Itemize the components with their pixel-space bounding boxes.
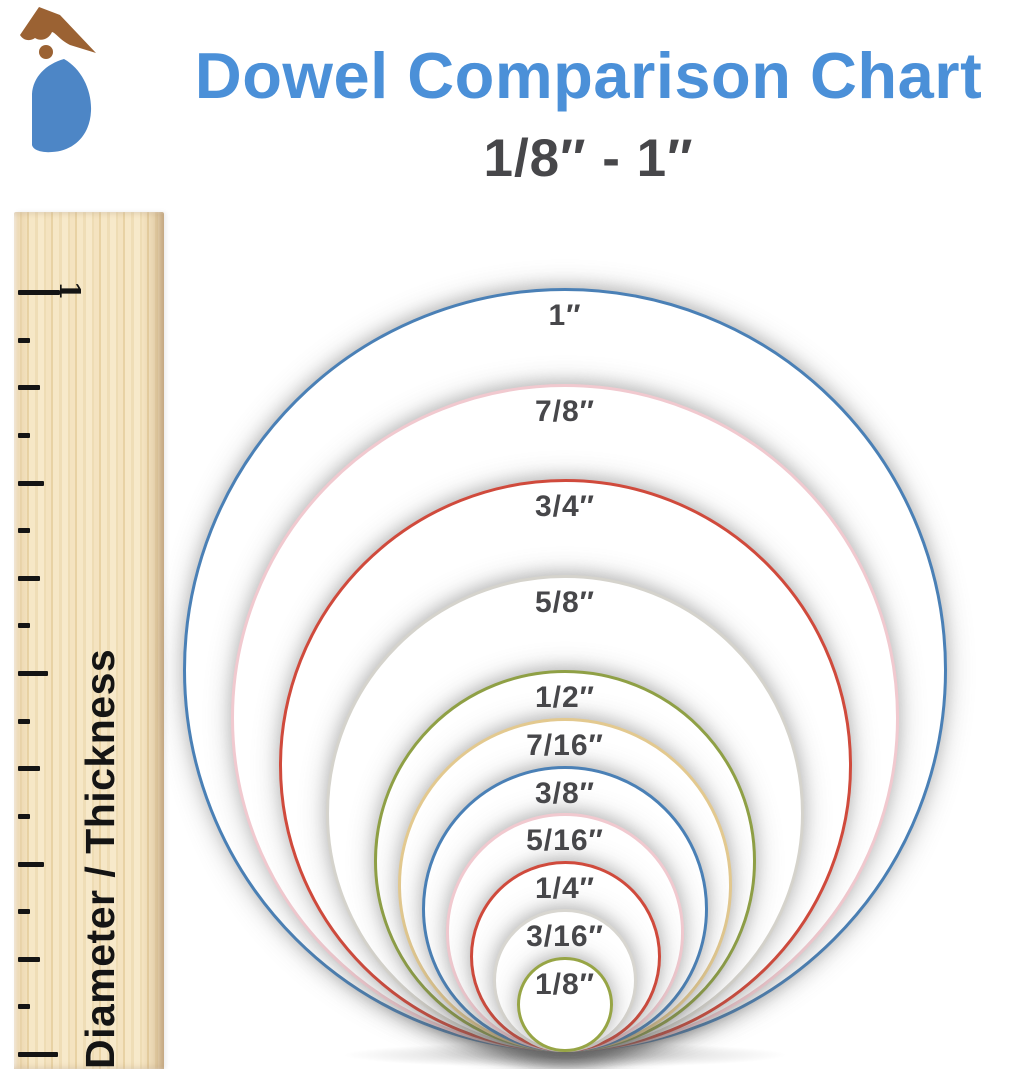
page-title: Dowel Comparison Chart: [194, 39, 983, 112]
dowel-size-label: 1/4″: [534, 872, 596, 905]
ruler-tick: [18, 480, 44, 486]
dowel-size-label: 5/8″: [534, 585, 596, 619]
ruler-tick: [18, 337, 30, 343]
ruler-tick: [18, 385, 40, 391]
ruler-tick: [18, 766, 40, 772]
ruler-inch-label: 1: [53, 280, 87, 301]
dowel-size-label: 1″: [548, 299, 582, 332]
ruler-tick: [18, 1052, 58, 1057]
logo-crest-shape: [20, 7, 96, 53]
ruler-tick: [18, 1004, 30, 1010]
ruler-tick: [18, 813, 30, 819]
ruler-tick: [18, 956, 40, 962]
logo-body-shape: [32, 59, 92, 153]
logo-eye-dot: [39, 45, 53, 59]
ruler-tick: [18, 909, 30, 915]
dowel-circle-10: [517, 956, 613, 1052]
dowel-size-label: 5/16″: [526, 824, 604, 858]
dowel-size-label: 7/16″: [526, 728, 604, 762]
ruler-tick: [18, 432, 30, 438]
woodpecker-logo-icon: [20, 7, 96, 153]
size-range-subtitle: 1/8″ - 1″: [483, 129, 694, 188]
diameter-thickness-axis-label: Diameter / Thickness: [77, 648, 123, 1069]
ruler-tick: [18, 290, 60, 295]
dowel-size-label: 1/2″: [534, 681, 596, 714]
ruler-tick: [18, 861, 44, 867]
ruler-tick: [18, 718, 30, 724]
ruler-tick: [18, 528, 30, 534]
dowel-size-label: 3/16″: [526, 919, 604, 953]
dowel-size-label: 3/4″: [534, 490, 596, 523]
dowel-size-label: 1/8″: [534, 967, 596, 1001]
wooden-ruler: 1 Diameter / Thickness: [14, 212, 164, 1069]
ruler-tick: [18, 671, 48, 676]
dowel-size-label: 3/8″: [534, 776, 596, 810]
ruler-tick: [18, 623, 30, 629]
ruler-tick: [18, 575, 40, 581]
dowel-size-label: 7/8″: [534, 394, 596, 428]
